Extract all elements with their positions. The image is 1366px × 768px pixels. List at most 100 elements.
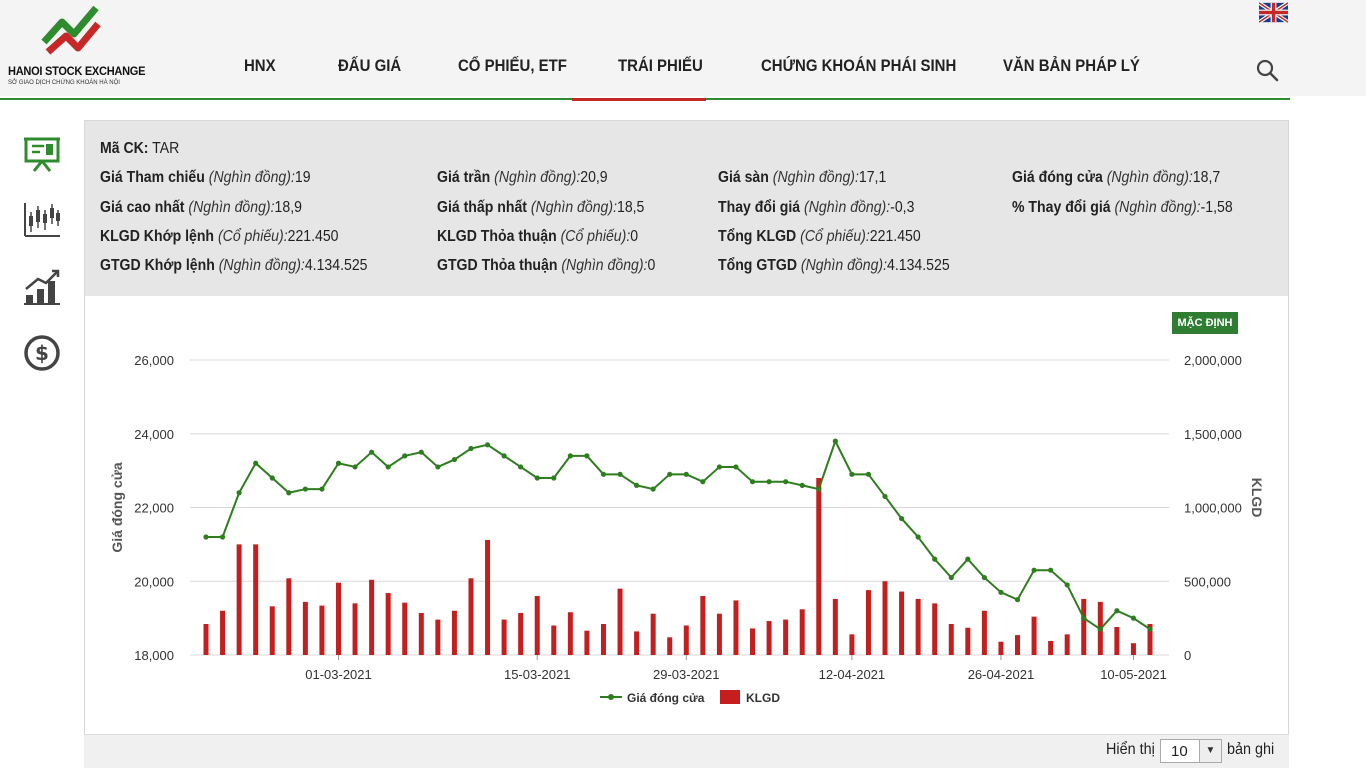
x-tick-label: 15-03-2021 <box>504 667 571 682</box>
info-field-label: Giá sàn <box>718 169 769 186</box>
volume-bar <box>385 593 391 655</box>
legend-line-label: Giá đóng cửa <box>627 691 705 705</box>
info-field-value: 221.450 <box>287 228 339 245</box>
legend-bar-swatch <box>720 690 740 704</box>
info-field-label: KLGD Khớp lệnh <box>100 228 215 245</box>
info-field: Tổng GTGD (Nghìn đồng):4.134.525 <box>718 257 950 275</box>
volume-bar <box>1081 598 1087 655</box>
volume-bar <box>716 613 722 655</box>
info-field-value: 19 <box>294 169 311 186</box>
price-point <box>898 515 905 522</box>
price-point <box>1147 626 1153 632</box>
info-field: KLGD Thỏa thuận (Cổ phiếu):0 <box>437 228 638 246</box>
x-tick-label: 29-03-2021 <box>653 667 720 682</box>
volume-bar <box>915 598 921 655</box>
volume-bar <box>932 603 938 655</box>
volume-bar <box>899 591 905 655</box>
y-left-tick-label: 18,000 <box>134 648 174 663</box>
volume-bar <box>965 627 971 655</box>
price-point <box>219 534 226 540</box>
info-field: Giá sàn (Nghìn đồng):17,1 <box>718 169 886 187</box>
volume-bar <box>203 624 209 655</box>
y-left-tick-label: 24,000 <box>134 427 174 442</box>
bar-growth-chart-icon[interactable] <box>22 267 62 307</box>
info-field: Tổng KLGD (Cổ phiếu):221.450 <box>718 228 921 246</box>
volume-bar <box>1015 635 1021 655</box>
volume-bar <box>700 596 706 655</box>
volume-bar <box>783 619 789 655</box>
nav-trai-phieu[interactable]: TRÁI PHIẾU <box>618 56 703 75</box>
price-point <box>865 471 872 477</box>
logo-subtitle: SỞ GIAO DỊCH CHỨNG KHOÁN HÀ NỘI <box>8 80 120 86</box>
info-field-value: 18,7 <box>1192 169 1221 186</box>
price-point <box>600 471 607 477</box>
price-point <box>352 464 358 470</box>
price-point <box>1014 597 1021 603</box>
info-field: Thay đổi giá (Nghìn đồng):-0,3 <box>718 199 914 217</box>
volume-bar <box>1130 643 1136 655</box>
price-point <box>302 486 308 492</box>
info-field-label: Giá thấp nhất <box>437 199 527 216</box>
price-point <box>1097 626 1103 632</box>
info-field-value: 4.134.525 <box>887 257 950 274</box>
price-point <box>915 534 921 540</box>
info-field-label: Giá Tham chiếu <box>100 169 205 186</box>
volume-bar <box>816 478 822 655</box>
volume-bar <box>733 600 739 655</box>
pager-bar <box>84 734 1289 768</box>
volume-bar <box>750 628 756 655</box>
volume-bar <box>650 613 656 655</box>
price-point <box>932 556 938 562</box>
info-field-value: 18,5 <box>616 199 645 216</box>
info-field-unit: (Nghìn đồng): <box>208 169 295 186</box>
candlestick-chart-icon[interactable] <box>22 200 62 240</box>
volume-bar <box>1048 640 1054 655</box>
info-field-unit: (Nghìn đồng): <box>1106 169 1193 186</box>
volume-bar <box>584 630 590 655</box>
price-point <box>981 574 987 581</box>
default-zoom-button[interactable]: MẶC ĐỊNH <box>1172 312 1238 334</box>
info-field-label: Giá cao nhất <box>100 199 185 216</box>
info-field: Giá trần (Nghìn đồng):20,9 <box>437 169 608 187</box>
page-size-select[interactable]: 10 ▼ <box>1160 739 1222 763</box>
price-point <box>518 464 524 470</box>
symbol-value: TAR <box>152 140 180 157</box>
volume-bar <box>335 582 341 655</box>
price-point <box>733 464 739 470</box>
info-field-value: 0 <box>630 228 639 245</box>
info-field: GTGD Khớp lệnh (Nghìn đồng):4.134.525 <box>100 257 367 275</box>
nav-hnx[interactable]: HNX <box>244 56 276 75</box>
volume-bar <box>882 581 888 655</box>
presentation-board-icon[interactable] <box>22 134 62 174</box>
volume-bar <box>485 539 491 655</box>
info-field-unit: (Cổ phiếu): <box>217 228 288 245</box>
dollar-coin-icon[interactable]: $ <box>22 333 62 373</box>
volume-bar <box>501 619 507 655</box>
info-field-value: 18,9 <box>274 199 302 216</box>
price-point <box>1130 615 1137 621</box>
price-point <box>484 442 491 448</box>
price-point <box>236 490 242 496</box>
price-point <box>617 471 623 477</box>
search-icon[interactable] <box>1255 58 1279 82</box>
uk-flag-icon[interactable] <box>1259 2 1288 23</box>
price-point <box>1031 567 1037 573</box>
nav-van-ban-phap-ly[interactable]: VĂN BẢN PHÁP LÝ <box>1003 56 1140 75</box>
price-point <box>799 482 805 488</box>
symbol-label: Mã CK: <box>100 140 149 157</box>
info-field-value: 0 <box>647 257 656 274</box>
volume-bar <box>1064 634 1070 655</box>
nav-dau-gia[interactable]: ĐẤU GIÁ <box>338 56 402 75</box>
price-point <box>667 471 673 477</box>
price-point <box>468 445 474 452</box>
legend-bar-label: KLGD <box>746 691 780 705</box>
nav-chung-khoan-phai-sinh[interactable]: CHỨNG KHOÁN PHÁI SINH <box>761 56 957 75</box>
price-point <box>402 453 408 459</box>
price-point <box>584 453 590 459</box>
chevron-down-icon[interactable]: ▼ <box>1199 740 1221 762</box>
nav-co-phieu-etf[interactable]: CỔ PHIẾU, ETF <box>458 56 567 75</box>
price-point <box>716 464 723 470</box>
info-field: % Thay đổi giá (Nghìn đồng):-1,58 <box>1012 199 1233 217</box>
hnx-logo[interactable]: HANOI STOCK EXCHANGE SỞ GIAO DỊCH CHỨNG … <box>8 0 145 92</box>
volume-bar <box>402 602 408 655</box>
